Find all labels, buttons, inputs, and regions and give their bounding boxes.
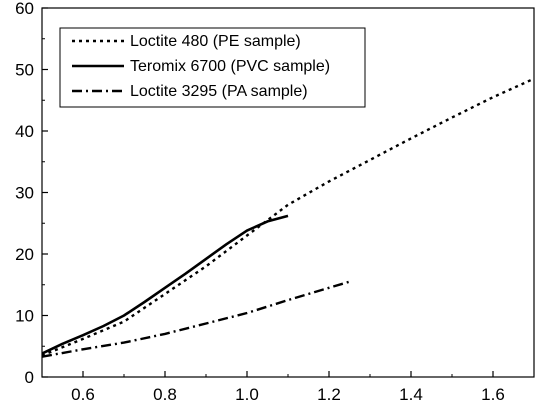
legend-label-1: Loctite 480 (PE sample)	[130, 33, 301, 50]
x-tick-label: 0.6	[71, 385, 95, 404]
ticks-layer: 0.6 0.8 1.0 1.2 1.4 1.6 0 10 20 30 40 50 60	[15, 0, 535, 404]
x-tick-label: 0.8	[153, 385, 177, 404]
series-layer	[42, 77, 534, 358]
series-line-3	[42, 280, 350, 358]
y-tick-label: 60	[15, 0, 34, 18]
y-tick-label: 10	[15, 307, 34, 326]
y-tick-label: 20	[15, 245, 34, 264]
legend-box	[59, 27, 366, 108]
y-tick-label: 0	[25, 368, 34, 387]
y-tick-label: 40	[15, 122, 34, 141]
legend-label-3: Loctite 3295 (PA sample)	[130, 83, 308, 100]
x-tick-label: 1.4	[399, 385, 423, 404]
legend: Loctite 480 (PE sample) Teromix 6700 (PVC…	[59, 27, 366, 108]
y-tick-label: 50	[15, 61, 34, 80]
y-tick-label: 30	[15, 184, 34, 203]
series-line-2	[42, 214, 289, 355]
x-tick-label: 1.0	[235, 385, 259, 404]
x-tick-label: 1.6	[481, 385, 505, 404]
x-tick-label: 1.2	[317, 385, 341, 404]
legend-label-2: Teromix 6700 (PVC sample)	[130, 58, 330, 75]
